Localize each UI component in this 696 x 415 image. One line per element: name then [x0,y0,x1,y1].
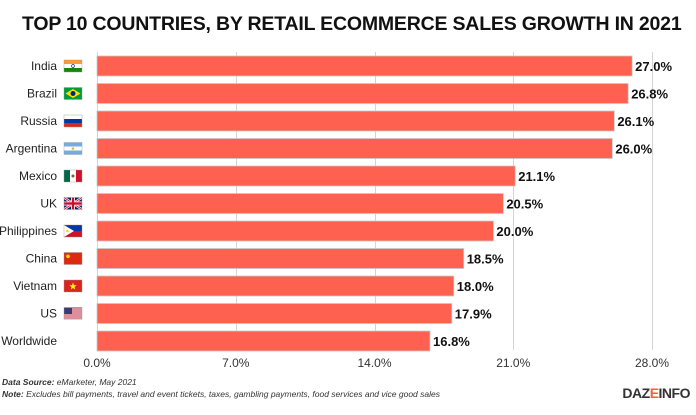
value-label: 20.0% [496,224,533,239]
bar [96,275,455,297]
category-label: UK [40,197,57,211]
category-label: Vietnam [13,279,57,293]
philippines-flag [63,224,83,238]
flag-border [63,114,83,128]
flag-sun [66,229,69,233]
flag-stripe [64,123,82,127]
flag-stripe [64,68,82,72]
bar [96,138,613,159]
value-label: 17.9% [455,307,492,322]
bar [96,220,494,242]
flag-border [63,252,83,265]
x-tick-label: 0.0% [83,356,111,370]
russia-flag [63,114,83,128]
flag-star [66,254,70,259]
category-label: Russia [20,114,57,128]
flag-stripe [64,309,82,311]
flag-stripe [64,313,82,315]
exclusion-note: Note: Excludes bill payments, travel and… [2,389,440,399]
note-label: Note: [2,389,24,399]
vietnam-flag [63,279,83,293]
flag-border [63,197,83,210]
flag-stripe [64,225,82,231]
flag-sun [71,147,75,150]
bar [96,303,453,324]
us-flag [63,307,83,320]
brazil-flag [63,87,83,100]
flag-stripe [64,60,82,64]
mexico-flag [63,169,83,183]
x-tick-label: 14.0% [357,356,391,370]
bar [96,165,516,187]
flag-stripe [64,231,82,237]
data-source-text: eMarketer, May 2021 [54,377,137,387]
argentina-flag [63,142,83,155]
value-label: 20.5% [506,197,543,212]
x-tick-label: 21.0% [496,356,530,370]
bars [96,55,633,352]
category-label: Worldwide [1,334,57,348]
flag-stripe [64,150,82,155]
flag-stripe [64,307,82,309]
flag-stripe [64,142,82,147]
note-text: Excludes bill payments, travel and event… [23,389,440,399]
value-label: 26.8% [631,87,668,102]
flag-border [63,142,83,155]
dazeinfo-logo: DAZEINFO [622,385,690,401]
bar [96,83,629,104]
flag-chakra [71,64,75,68]
flag-star [69,282,77,290]
value-label: 18.5% [467,252,504,267]
flag-stripe [64,311,82,313]
india-flag [63,59,83,73]
value-label: 27.0% [635,59,672,74]
data-source-label: Data Source: [2,377,55,387]
flag-border [63,224,83,238]
flag-cross [64,202,82,205]
flag-emblem [71,174,75,178]
category-label: Mexico [19,169,57,183]
category-label: Philippines [0,224,57,238]
x-tick-label: 28.0% [635,356,669,370]
flag-stripe [64,315,82,317]
data-source-note: Data Source: eMarketer, May 2021 [2,377,137,387]
bar [96,193,504,214]
flag-border [63,307,83,320]
flag-globe [70,91,76,96]
flag-border [63,279,83,293]
flag-stripe [76,170,82,182]
value-label: 26.0% [615,142,652,157]
flag-stripe [64,317,82,319]
flag-canton [64,307,72,314]
flag-triangle [64,225,74,237]
category-label: India [31,59,57,73]
bar [96,55,633,77]
flag-border [63,87,83,100]
flag-stripe [64,119,82,123]
bar [96,248,465,269]
uk-flag [63,196,83,211]
labels: 0.0% 7.0% 14.0% 21.0% 28.0% 27.0% India 26.8% Br… [0,59,672,370]
category-label: Argentina [6,142,58,156]
category-label: Brazil [27,87,57,101]
flag-stripe [64,115,82,119]
flag-border [63,59,83,73]
value-label: 21.1% [518,169,555,184]
category-label: US [40,307,57,321]
bar [96,110,615,132]
china-flag [63,252,83,265]
value-label: 16.8% [433,334,470,349]
flag-stripe [64,64,82,68]
value-label: 26.1% [617,114,654,129]
chart-title: TOP 10 COUNTRIES, BY RETAIL ECOMMERCE SA… [22,13,682,35]
bar [96,330,431,352]
flag-border [63,169,83,183]
x-tick-label: 7.0% [222,356,250,370]
value-label: 18.0% [457,279,494,294]
category-label: China [26,252,58,266]
flag-field [64,252,82,265]
flag-stripe [64,170,70,182]
